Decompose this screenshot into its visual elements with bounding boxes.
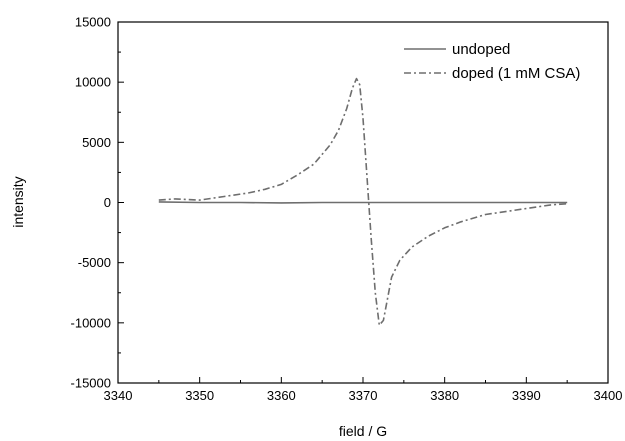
x-axis-label: field / G (339, 423, 387, 439)
x-tick-label: 3400 (594, 388, 623, 403)
y-tick-label: -5000 (78, 255, 111, 270)
x-tick-label: 3380 (430, 388, 459, 403)
y-axis-label: intensity (10, 176, 26, 227)
legend-label-undoped: undoped (452, 41, 510, 58)
series-line-undoped (158, 201, 568, 204)
x-tick-label: 3370 (349, 388, 378, 403)
y-tick-label: 0 (104, 195, 111, 210)
legend-label-doped: doped (1 mM CSA) (452, 65, 580, 82)
x-tick-label: 3340 (104, 388, 133, 403)
x-tick-label: 3390 (512, 388, 541, 403)
x-tick-label: 3350 (185, 388, 214, 403)
y-tick-label: 10000 (75, 75, 111, 90)
legend: undoped doped (1 mM CSA) (404, 41, 580, 82)
ticks-layer: 3340 3350 3360 3370 3380 3390 3400 -15000 -10000… (71, 15, 623, 404)
y-tick-label: -15000 (71, 376, 111, 391)
y-tick-label: -10000 (71, 315, 111, 330)
series-layer (158, 77, 568, 327)
x-tick-label: 3360 (267, 388, 296, 403)
plot-frame (117, 21, 609, 384)
series-line-doped (158, 77, 568, 327)
y-tick-label: 15000 (75, 15, 111, 30)
y-tick-label: 5000 (82, 135, 111, 150)
